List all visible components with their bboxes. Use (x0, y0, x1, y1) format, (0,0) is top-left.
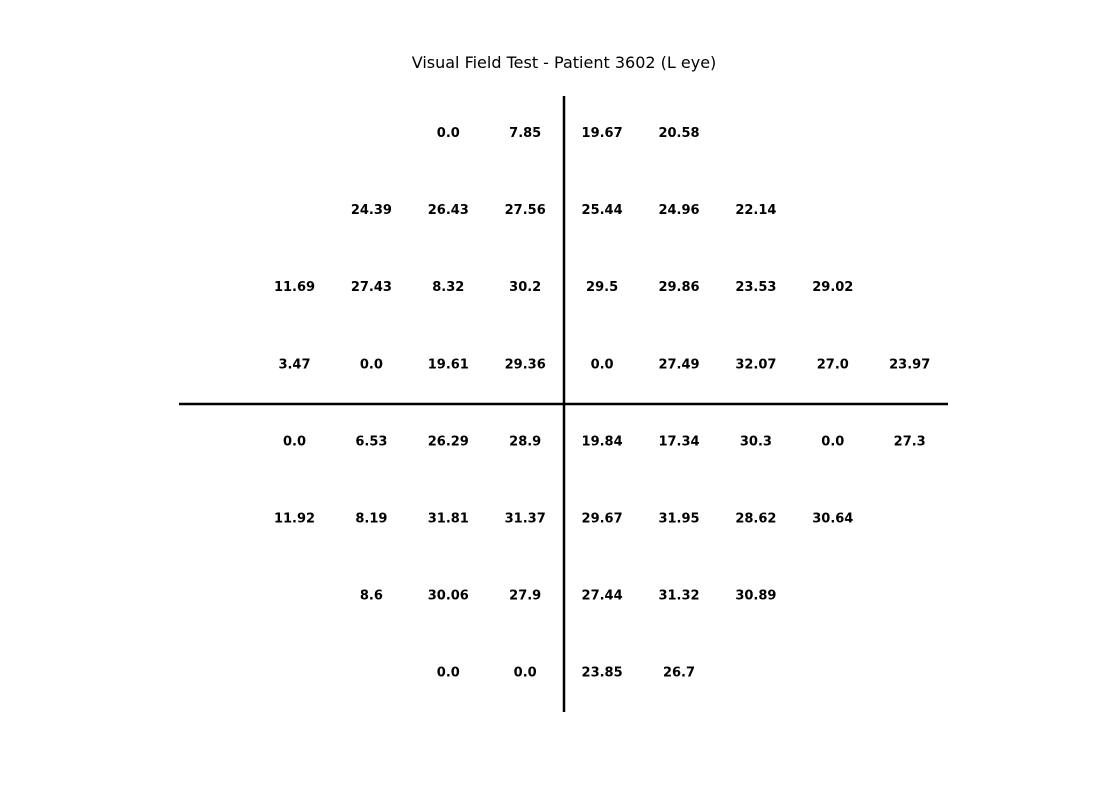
cell-value: 23.97 (889, 357, 930, 372)
cell-value: 17.34 (658, 434, 699, 449)
cell-value: 26.43 (428, 203, 469, 218)
cell-value: 24.39 (351, 203, 392, 218)
cell-value: 28.9 (509, 434, 541, 449)
cell-value: 27.44 (582, 589, 623, 604)
cell-value: 29.02 (812, 280, 853, 295)
cell-value: 0.0 (437, 126, 460, 141)
cell-value: 26.29 (428, 434, 469, 449)
cell-value: 27.3 (894, 434, 926, 449)
cell-value: 30.2 (509, 280, 541, 295)
cell-value: 0.0 (360, 357, 383, 372)
cell-value: 19.67 (582, 126, 623, 141)
cell-value: 19.61 (428, 357, 469, 372)
cell-value: 0.0 (591, 357, 614, 372)
cell-value: 29.36 (505, 357, 546, 372)
cell-value: 30.3 (740, 434, 772, 449)
cell-value: 27.9 (509, 589, 541, 604)
cell-value: 26.7 (663, 666, 695, 681)
cell-value: 29.86 (658, 280, 699, 295)
cell-value: 23.53 (735, 280, 776, 295)
cell-value: 0.0 (514, 666, 537, 681)
cell-value: 27.56 (505, 203, 546, 218)
cell-value: 28.62 (735, 512, 776, 527)
cell-value: 8.19 (355, 512, 387, 527)
cell-value: 8.6 (360, 589, 383, 604)
cell-value: 29.67 (582, 512, 623, 527)
cell-value: 0.0 (437, 666, 460, 681)
cell-value: 31.95 (658, 512, 699, 527)
cell-value: 31.32 (658, 589, 699, 604)
cell-value: 11.69 (274, 280, 315, 295)
cell-value: 30.64 (812, 512, 853, 527)
cell-value: 32.07 (735, 357, 776, 372)
cell-value: 27.0 (817, 357, 849, 372)
cell-value: 8.32 (432, 280, 464, 295)
visual-field-values: 0.0 7.85 19.67 20.58 24.39 26.43 27.56 25.44 24.… (274, 126, 930, 681)
cell-value: 27.49 (658, 357, 699, 372)
cell-value: 27.43 (351, 280, 392, 295)
cell-value: 31.81 (428, 512, 469, 527)
cell-value: 31.37 (505, 512, 546, 527)
cell-value: 0.0 (821, 434, 844, 449)
cell-value: 24.96 (658, 203, 699, 218)
cell-value: 29.5 (586, 280, 618, 295)
cell-value: 11.92 (274, 512, 315, 527)
cell-value: 6.53 (355, 434, 387, 449)
cell-value: 0.0 (283, 434, 306, 449)
cell-value: 25.44 (582, 203, 623, 218)
cell-value: 20.58 (658, 126, 699, 141)
cell-value: 7.85 (509, 126, 541, 141)
cell-value: 3.47 (278, 357, 310, 372)
cell-value: 30.89 (735, 589, 776, 604)
chart-title: Visual Field Test - Patient 3602 (L eye) (412, 53, 717, 72)
cell-value: 19.84 (582, 434, 623, 449)
cell-value: 22.14 (735, 203, 776, 218)
cell-value: 30.06 (428, 589, 469, 604)
cell-value: 23.85 (582, 666, 623, 681)
